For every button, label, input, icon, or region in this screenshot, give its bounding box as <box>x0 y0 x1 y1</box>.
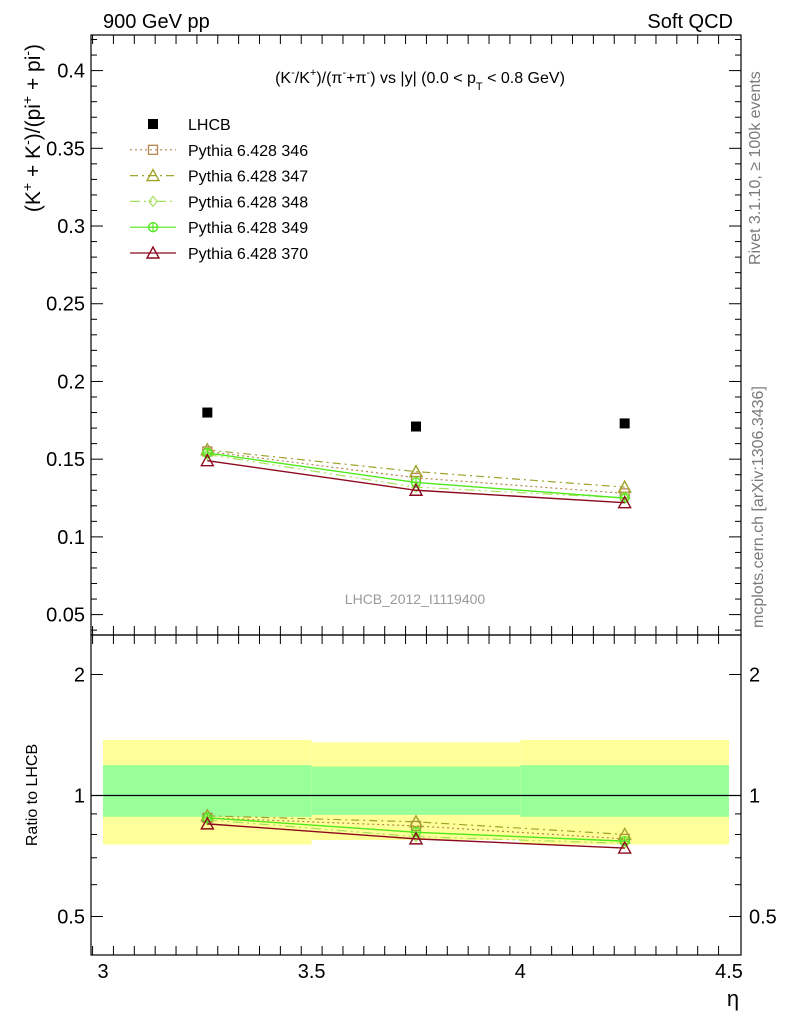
legend-label-p349: Pythia 6.428 349 <box>188 220 308 237</box>
main-y-tick-label: 0.2 <box>57 371 85 393</box>
legend-marker-LHCB <box>148 119 158 129</box>
legend-item-p370: Pythia 6.428 370 <box>130 245 308 263</box>
main-y-tick-label: 0.15 <box>46 449 85 471</box>
legend: LHCB Pythia 6.428 346 Pythia 6.428 347 Pyth… <box>130 117 308 263</box>
main-y-tick-label: 0.1 <box>57 527 85 549</box>
ratio-y-tick-label: 0.5 <box>57 907 85 929</box>
point-p348-2 <box>619 837 630 850</box>
ratio-y-tick-label: 1 <box>74 786 85 808</box>
main-y-tick-label: 0.3 <box>57 216 85 238</box>
legend-marker-p346 <box>147 144 159 155</box>
point-LHCB-2 <box>619 418 630 429</box>
header-right: Soft QCD <box>647 11 733 33</box>
legend-item-p349: Pythia 6.428 349 <box>130 220 308 237</box>
band-inner-2 <box>520 765 729 817</box>
legend-marker-p348 <box>148 195 158 208</box>
point-p370-2 <box>617 840 632 854</box>
header-left: 900 GeV pp <box>103 11 210 33</box>
ratio-y-label: Ratio to LHCB <box>24 744 41 846</box>
main-y-tick-label: 0.35 <box>46 138 85 160</box>
series-p370-main <box>200 453 632 509</box>
rivet-label: Rivet 3.1.10, ≥ 100k events <box>747 71 764 265</box>
point-p347-1 <box>408 814 424 828</box>
analysis-watermark: LHCB_2012_I1119400 <box>345 591 486 607</box>
point-LHCB-0 <box>202 407 213 418</box>
ratio-series <box>200 808 632 854</box>
series-line-p370 <box>207 823 625 849</box>
legend-marker-p347 <box>145 168 161 182</box>
series-LHCB-main <box>202 407 630 432</box>
ratio-axes: 0.5 0.5 1 1 2 2 3 3.5 4 4.5 <box>57 634 777 983</box>
ratio-y-tick-label-right: 2 <box>749 665 760 687</box>
legend-item-p347: Pythia 6.428 347 <box>130 168 308 186</box>
legend-item-LHCB: LHCB <box>148 117 231 134</box>
point-LHCB-1 <box>411 421 421 432</box>
point-p348-1 <box>411 830 421 843</box>
x-tick-label: 3 <box>97 961 108 983</box>
x-tick-label: 4.5 <box>715 961 743 983</box>
series-line-p347 <box>207 815 625 836</box>
main-y-tick-label: 0.05 <box>46 605 85 627</box>
series-p370-ratio <box>200 816 632 854</box>
legend-marker-p370 <box>145 245 161 259</box>
point-p370-1 <box>408 831 424 845</box>
x-tick-label: 3.5 <box>298 961 326 983</box>
point-p370-0 <box>200 453 215 467</box>
point-p347-1 <box>408 464 424 478</box>
ratio-y-tick-label: 2 <box>74 665 85 687</box>
point-p370-0 <box>200 816 215 830</box>
series-line-p347 <box>207 449 625 488</box>
point-p370-2 <box>617 495 632 509</box>
main-series <box>200 407 632 509</box>
point-p370-1 <box>408 482 424 496</box>
main-axes: 0.05 0.1 0.15 0.2 0.25 0.3 0.35 0.4 <box>46 34 742 636</box>
series-line-p370 <box>207 460 625 504</box>
legend-label-p347: Pythia 6.428 347 <box>188 169 308 186</box>
chart-title: (K-/K+)/(π-+π-) vs |y| (0.0 < pT < 0.8 G… <box>275 67 565 93</box>
legend-label-LHCB: LHCB <box>188 117 231 134</box>
legend-item-p348: Pythia 6.428 348 <box>130 194 308 211</box>
legend-item-p346: Pythia 6.428 346 <box>130 143 308 160</box>
main-y-tick-label: 0.25 <box>46 294 85 316</box>
point-p348-1 <box>411 481 421 494</box>
legend-label-p348: Pythia 6.428 348 <box>188 194 308 211</box>
band-inner-0 <box>103 765 312 817</box>
legend-label-p346: Pythia 6.428 346 <box>188 143 308 160</box>
main-y-label: (K+ + K-)/(pi+ + pi-) <box>19 44 45 212</box>
band-inner-1 <box>311 766 521 815</box>
main-y-tick-label: 0.4 <box>57 61 85 83</box>
legend-label-p370: Pythia 6.428 370 <box>188 246 308 263</box>
ratio-y-tick-label-right: 0.5 <box>749 907 777 929</box>
ratio-y-tick-label-right: 1 <box>749 786 760 808</box>
x-tick-label: 4 <box>515 961 526 983</box>
mcplots-label: mcplots.cern.ch [arXiv:1306.3436] <box>750 386 767 628</box>
x-axis-label: η <box>727 986 739 1011</box>
